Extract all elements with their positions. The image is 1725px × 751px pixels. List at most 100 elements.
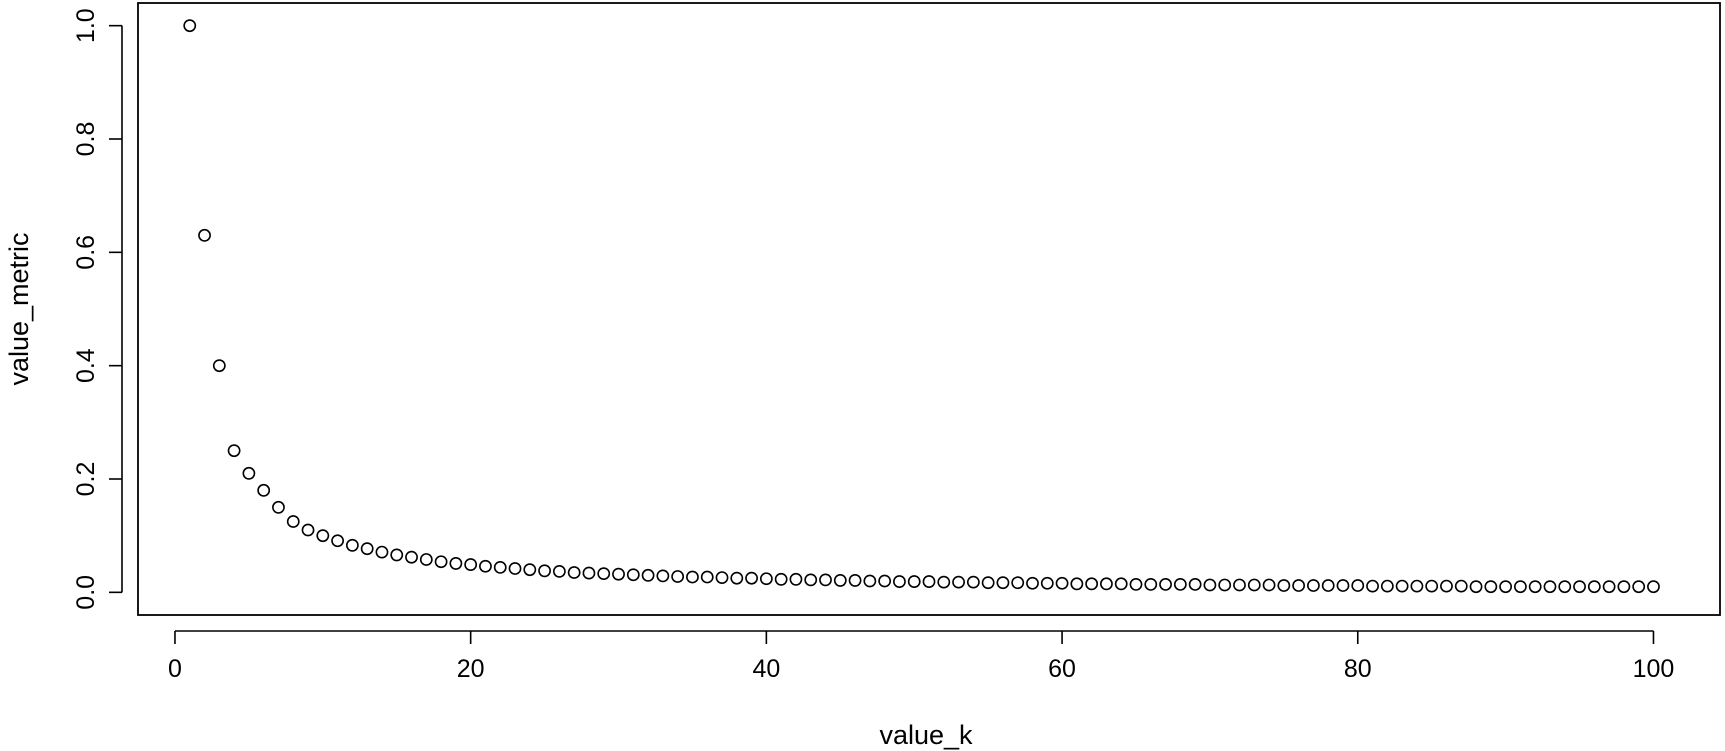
data-point [508,562,522,575]
data-point [1573,580,1586,594]
x-tick-label: 100 [1633,655,1675,683]
data-point [286,515,300,528]
data-point [1011,576,1025,590]
y-axis: 0.0 0.2 0.4 0.6 0.8 1.0 [72,8,123,610]
data-point [1454,579,1468,593]
data-point [1587,580,1601,594]
data-point [1129,578,1143,591]
data-point [937,575,951,589]
data-point [1617,580,1631,594]
data-point [1055,576,1069,590]
data-point [1366,579,1379,593]
data-point [1321,579,1335,592]
x-tick-label: 40 [752,655,780,683]
data-point [1188,578,1202,591]
data-point [523,563,537,577]
data-point [1277,579,1291,592]
data-point [1336,579,1350,592]
data-point [582,566,596,580]
x-axis-title: value_k [879,720,973,750]
data-point [878,574,892,588]
data-point [1159,578,1172,591]
data-point [656,569,670,583]
data-point [1233,578,1246,592]
data-point [745,571,758,585]
data-point [360,542,374,556]
data-point [789,572,803,586]
data-point [612,567,625,581]
data-point [479,559,492,573]
data-point [1395,579,1409,593]
data-point [700,570,714,584]
data-point [1632,580,1646,594]
data-point [686,570,699,584]
data-point [1144,578,1158,591]
data-point [198,228,211,242]
y-tick-label: 0.8 [72,122,100,157]
data-point [1440,579,1453,593]
data-point [1484,580,1498,594]
x-axis: 0 20 40 60 80 100 [168,630,1675,683]
x-tick-label: 20 [457,655,485,683]
data-point [981,576,995,590]
data-point [1528,580,1542,594]
data-point [848,574,862,587]
data-point [922,575,936,588]
data-point [552,564,566,578]
data-point [966,575,980,589]
data-point [1114,577,1128,591]
y-tick-label: 1.0 [72,8,100,43]
data-point [227,444,241,458]
data-point [1070,577,1084,591]
data-point [863,574,877,588]
data-point [833,574,847,587]
data-point [1499,580,1513,594]
data-point [1292,579,1306,592]
data-point [493,561,507,574]
data-point [375,545,389,559]
data-point [272,500,285,514]
data-point [996,576,1010,590]
y-tick-label: 0.0 [72,575,100,610]
data-point [183,19,197,33]
data-point [1026,576,1039,590]
x-tick-label: 0 [168,655,182,683]
data-point [1647,580,1660,594]
data-point [1514,580,1527,594]
data-point [671,570,685,583]
data-point [819,573,832,587]
y-tick-label: 0.6 [72,235,100,270]
data-point [597,567,611,581]
data-point [1203,578,1217,592]
data-point [405,550,418,564]
data-point [567,566,581,579]
data-point [1085,577,1099,591]
plot-frame [137,2,1721,616]
data-point [1247,578,1261,592]
data-point [449,557,463,570]
data-point [1040,576,1054,590]
data-point [1543,580,1557,594]
data-point [538,564,551,578]
data-point [1307,579,1320,592]
data-point [331,534,344,548]
data-point [419,553,433,566]
data-point [1469,580,1483,594]
data-point [730,571,744,585]
data-point [242,466,256,480]
data-point [626,568,640,582]
data-point [759,572,773,586]
data-point [1262,578,1276,592]
data-point [1380,579,1394,593]
data-point [1218,578,1232,592]
data-point [893,575,906,588]
data-point [1602,580,1616,594]
data-point [1173,578,1187,591]
x-tick-label: 80 [1344,655,1372,683]
data-point [1100,577,1113,591]
data-point [434,555,448,569]
data-point [390,548,404,562]
data-point [212,359,226,373]
data-point [715,571,729,584]
